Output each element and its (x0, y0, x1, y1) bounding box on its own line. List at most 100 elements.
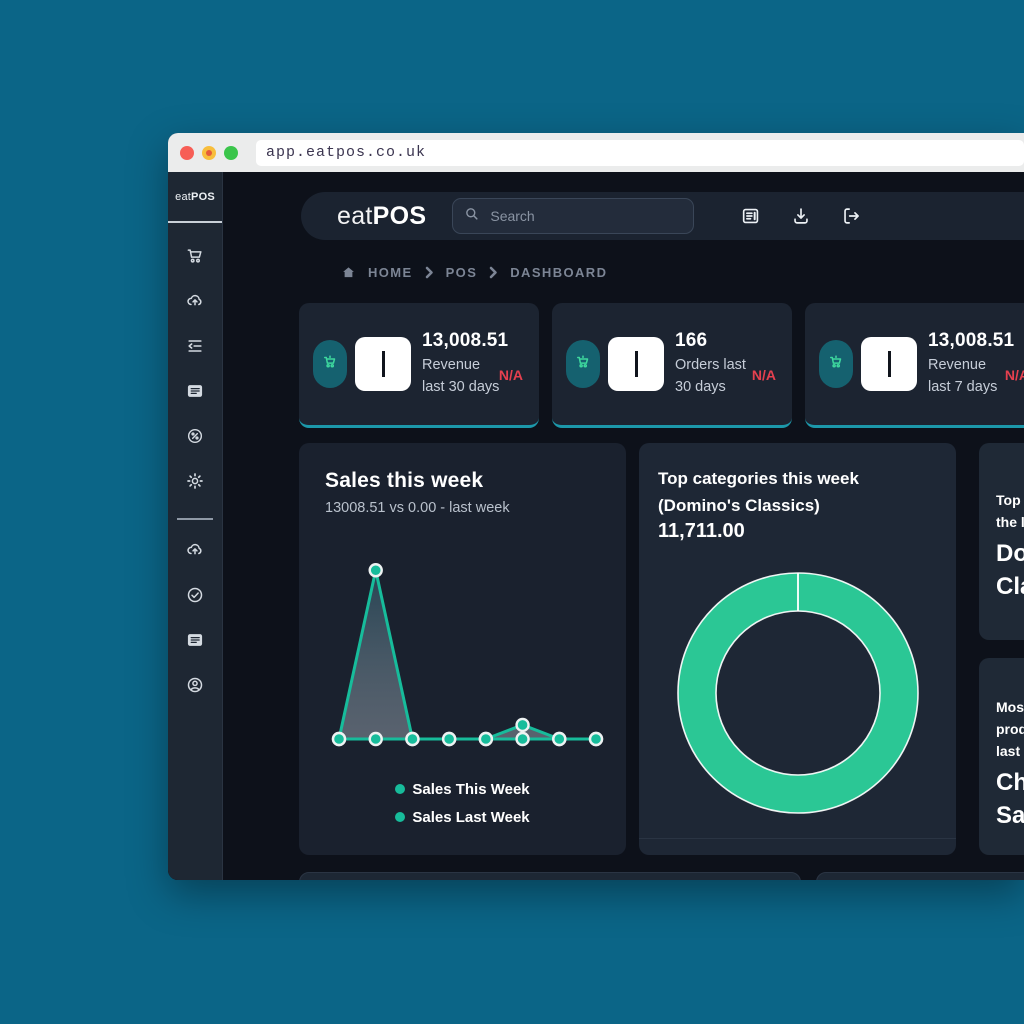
popular-product-mini-card: Most prod last Ch Sa (979, 658, 1024, 855)
legend-label: Sales Last Week (412, 808, 530, 826)
stat-badge: N/A (751, 367, 776, 383)
stat-badge: N/A (498, 367, 523, 383)
top-categories-card: Top categories this week (Domino's Class… (639, 443, 956, 855)
card-subtitle: 13008.51 vs 0.00 - last week (325, 500, 510, 516)
cart-icon (321, 353, 339, 376)
stat-card-orders-30d: 166 Orders last 30 days N/A (552, 303, 792, 428)
sidebar-item-settings[interactable] (185, 471, 205, 491)
cart-icon (827, 353, 845, 376)
reports-button[interactable] (738, 203, 764, 229)
user-circle-icon (185, 675, 205, 695)
url-text: app.eatpos.co.uk (266, 144, 427, 161)
sales-this-week-card: Sales this week 13008.51 vs 0.00 - last … (299, 443, 626, 855)
stat-pill (566, 340, 600, 388)
bottom-card-left (299, 872, 801, 880)
logo-eat: eat (175, 190, 192, 203)
card-title-line2: (Domino's Classics) (658, 496, 820, 515)
stat-card-revenue-30d: 13,008.51 Revenue last 30 days N/A (299, 303, 539, 428)
logo-pos: POS (372, 201, 427, 230)
top-category-mini-card: Top c the l Do Cla (979, 443, 1024, 640)
sales-line-chart (325, 547, 610, 759)
sidebar-item-account[interactable] (185, 675, 205, 695)
product-image (608, 337, 664, 391)
search-icon (463, 205, 480, 227)
product-image (861, 337, 917, 391)
card-value: 11,711.00 (658, 520, 745, 542)
sidebar-item-approvals[interactable] (185, 585, 205, 605)
stat-label: Revenue last 7 days (928, 357, 998, 395)
logout-button[interactable] (838, 203, 864, 229)
breadcrumb-home[interactable]: HOME (368, 265, 413, 280)
cart-icon (185, 246, 205, 266)
topbar: eatPOS (301, 192, 1024, 240)
card-title-line1: Top categories this week (658, 469, 859, 488)
sidebar-item-menu[interactable] (185, 336, 205, 356)
categories-donut-chart (676, 571, 920, 815)
legend-dot-icon (395, 784, 406, 794)
breadcrumb: HOME POS DASHBOARD (341, 265, 607, 280)
mini-card-value-line: Ch (996, 769, 1024, 796)
download-button[interactable] (788, 203, 814, 229)
list-card-icon (185, 381, 205, 401)
stat-label: Revenue last 30 days (422, 357, 500, 395)
legend-dot-icon (395, 812, 406, 822)
stat-pill (819, 340, 853, 388)
stat-badge: N/A (1004, 367, 1024, 383)
chevron-right-icon (425, 266, 434, 279)
product-image (355, 337, 411, 391)
cart-icon (574, 353, 592, 376)
right-column: Top c the l Do Cla Most prod last (979, 443, 1024, 855)
mini-card-text-line: prod (996, 721, 1024, 737)
chevron-right-icon (489, 266, 498, 279)
stat-card-revenue-7d: 13,008.51 Revenue last 7 days N/A (805, 303, 1024, 428)
close-window-button[interactable] (180, 145, 194, 160)
stat-label: Orders last 30 days (675, 357, 746, 395)
logo-eat: eat (337, 201, 373, 230)
browser-window: app.eatpos.co.uk eat POS (168, 133, 1024, 880)
stats-row: 13,008.51 Revenue last 30 days N/A 166 O… (299, 303, 1024, 428)
minimize-window-button[interactable] (202, 145, 216, 160)
breadcrumb-pos[interactable]: POS (445, 265, 478, 280)
mini-card-text-line: Top c (996, 492, 1024, 508)
outdent-icon (185, 336, 205, 356)
cloud-upload-icon (185, 540, 205, 560)
mini-card-value-line: Do (996, 540, 1024, 567)
zoom-window-button[interactable] (224, 145, 238, 160)
card-title: Sales this week (325, 469, 484, 492)
mini-card-text-line: Most (996, 699, 1024, 715)
reports-icon (738, 205, 764, 227)
sidebar-divider (177, 518, 213, 520)
sidebar-item-reports[interactable] (185, 630, 205, 650)
mini-card-value-line: Cla (996, 573, 1024, 600)
bottom-card-right (816, 872, 1024, 880)
sidebar-item-discounts[interactable] (185, 426, 205, 446)
sidebar-item-upload[interactable] (185, 291, 205, 311)
search-input[interactable] (488, 207, 673, 225)
card-footer-divider (639, 838, 956, 855)
logo-pos: POS (191, 190, 215, 203)
mini-card-text-line: last (996, 743, 1021, 759)
stat-value: 13,008.51 (422, 330, 509, 352)
sidebar-logo[interactable]: eat POS (168, 172, 222, 223)
mini-card-text-line: the l (996, 514, 1024, 530)
cloud-upload-icon (185, 291, 205, 311)
address-bar[interactable]: app.eatpos.co.uk (256, 139, 1024, 166)
list-card-icon (185, 630, 205, 650)
legend-item-last-week: Sales Last Week (395, 803, 530, 831)
sidebar-item-lists[interactable] (185, 381, 205, 401)
search-box[interactable] (452, 198, 695, 234)
topbar-logo: eatPOS (337, 202, 426, 231)
home-icon[interactable] (341, 265, 356, 280)
browser-chrome: app.eatpos.co.uk (168, 133, 1024, 172)
legend-label: Sales This Week (412, 780, 530, 798)
stat-value: 13,008.51 (928, 330, 1015, 352)
chart-legend: Sales This Week Sales Last Week (299, 775, 626, 831)
traffic-lights (180, 145, 238, 160)
stat-value: 166 (675, 330, 708, 352)
stat-pill (313, 340, 347, 388)
logout-icon (838, 205, 864, 227)
sidebar-item-orders[interactable] (185, 246, 205, 266)
sidebar-item-sync[interactable] (185, 540, 205, 560)
breadcrumb-dashboard[interactable]: DASHBOARD (510, 265, 608, 280)
